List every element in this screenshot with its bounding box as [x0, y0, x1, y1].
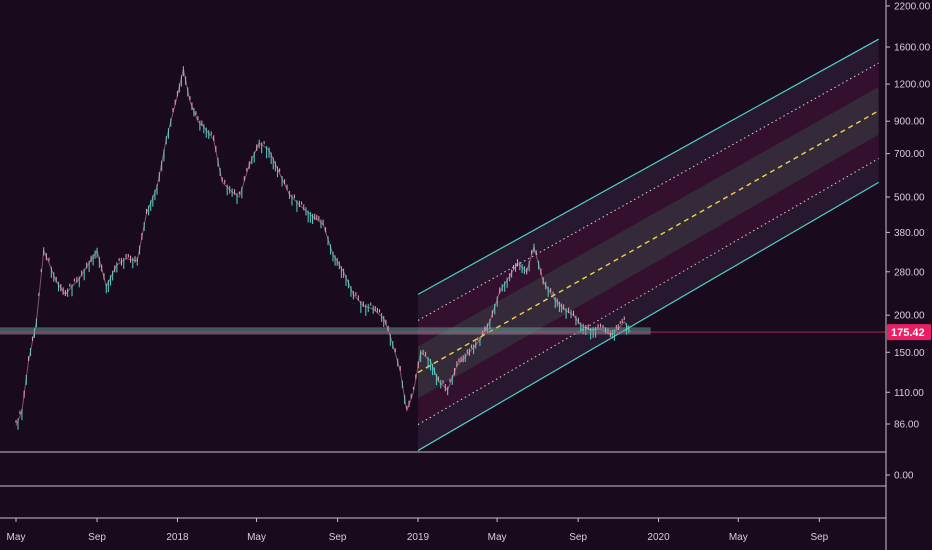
channel-band-3	[418, 110, 879, 399]
oscillator-tick-label: 0.00	[894, 471, 914, 482]
y-tick-label: 900.00	[894, 117, 925, 128]
y-axis-ticks: 2200.00 1600.00 1200.00 900.00 700.00 500.00 3…	[886, 1, 931, 482]
y-tick-label: 110.00	[894, 388, 924, 399]
y-tick-label: 200.00	[894, 311, 925, 322]
current-price-badge	[887, 324, 931, 341]
price-series	[15, 66, 632, 430]
current-price-label: 175.42	[887, 324, 931, 341]
y-tick-label: 280.00	[894, 267, 925, 278]
x-tick-label: 2020	[647, 532, 670, 543]
x-tick-label: Sep	[88, 532, 106, 543]
x-tick-label: Sep	[569, 532, 587, 543]
channel-band-2	[418, 134, 879, 425]
x-tick-label: May	[247, 532, 266, 543]
price-line	[15, 68, 632, 426]
channel-band-1	[418, 158, 879, 451]
support-zone-rect[interactable]	[0, 327, 651, 335]
x-tick-label: May	[488, 532, 507, 543]
channel-median-line[interactable]	[417, 110, 879, 374]
y-tick-label: 86.00	[894, 420, 919, 431]
x-tick-label: Sep	[810, 532, 828, 543]
x-tick-label: 2019	[407, 532, 430, 543]
x-tick-label: May	[729, 532, 748, 543]
channel-lower-line[interactable]	[417, 181, 879, 452]
y-tick-label: 700.00	[894, 149, 925, 160]
channel-band-5	[418, 63, 879, 347]
x-tick-label: 2018	[166, 532, 189, 543]
current-price-value: 175.42	[891, 327, 925, 339]
y-tick-label: 500.00	[894, 192, 925, 203]
y-tick-label: 380.00	[894, 228, 925, 239]
x-axis-ticks: May Sep 2018 May Sep 2019 May Sep 2020 May Sep	[7, 518, 829, 543]
y-tick-label: 1600.00	[894, 43, 931, 54]
x-tick-label: May	[7, 532, 26, 543]
channel-upper-line[interactable]	[417, 38, 879, 295]
y-tick-label: 1200.00	[894, 80, 931, 91]
x-tick-label: Sep	[329, 532, 347, 543]
y-tick-label: 150.00	[894, 348, 925, 359]
support-zone[interactable]	[0, 327, 651, 335]
channel-band-4	[418, 86, 879, 373]
channel-inner-line-1[interactable]	[417, 158, 879, 425]
y-tick-label: 2200.00	[894, 1, 931, 12]
